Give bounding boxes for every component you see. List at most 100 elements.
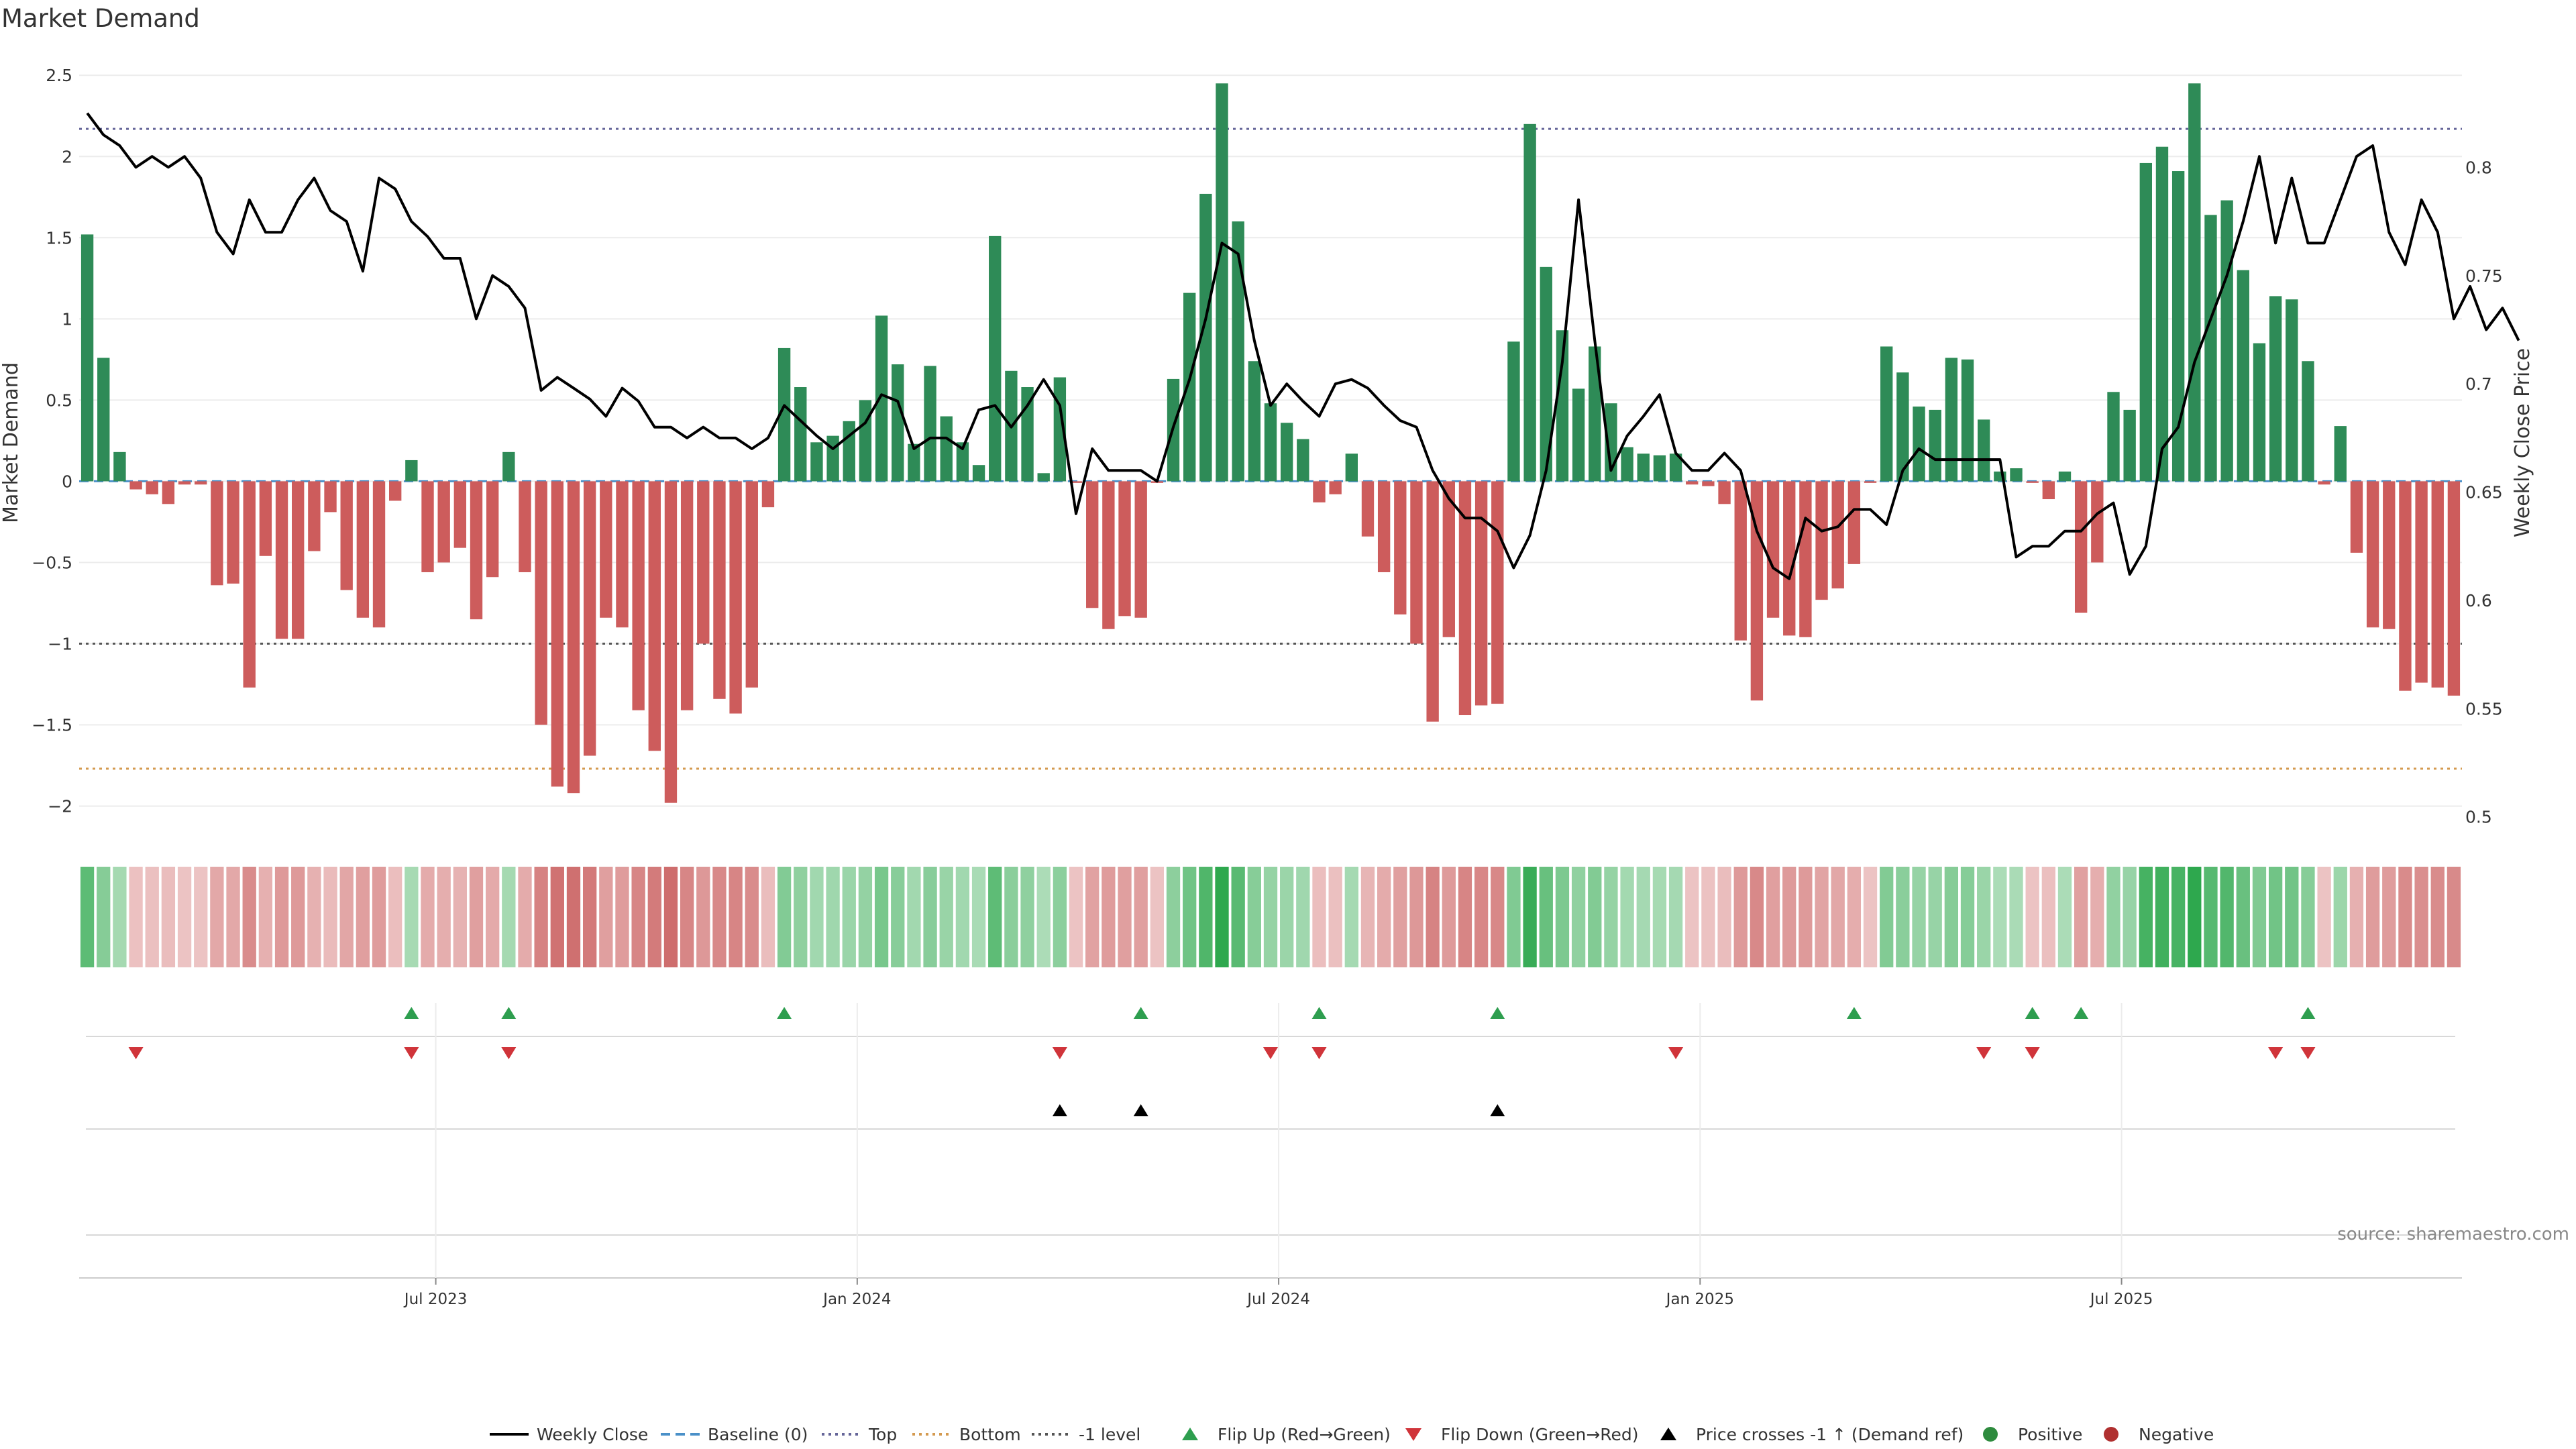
- heat-cell: [2252, 867, 2267, 967]
- demand-bar: [2220, 200, 2233, 482]
- y-tick-label: −1: [48, 635, 72, 654]
- demand-bar: [1929, 409, 1941, 482]
- demand-bar: [2366, 481, 2379, 628]
- heat-cell: [2285, 867, 2299, 967]
- demand-bar: [664, 481, 678, 803]
- demand-bar: [470, 481, 483, 620]
- flip-up-marker: [2300, 1007, 2316, 1019]
- heat-cell: [1636, 867, 1650, 967]
- demand-bar: [308, 481, 321, 551]
- heat-cell: [258, 867, 273, 967]
- demand-bar: [2123, 409, 2136, 482]
- legend-label: Price crosses -1 ↑ (Demand ref): [1696, 1425, 1964, 1444]
- y2-tick-label: 0.8: [2465, 158, 2492, 177]
- heat-cell: [534, 867, 548, 967]
- heat-cell: [1053, 867, 1067, 967]
- demand-bar: [1118, 481, 1131, 616]
- demand-bar: [421, 481, 434, 572]
- heat-cell: [1750, 867, 1764, 967]
- demand-bar: [356, 481, 370, 618]
- heat-cell: [2365, 867, 2380, 967]
- demand-bar: [113, 451, 126, 482]
- heat-cell: [680, 867, 694, 967]
- heat-cell: [1036, 867, 1051, 967]
- flip-down-marker: [1311, 1047, 1327, 1059]
- demand-bar: [777, 347, 791, 482]
- heat-cell: [2074, 867, 2088, 967]
- demand-bar: [648, 481, 661, 751]
- demand-bar: [80, 234, 94, 482]
- legend-symbol: [1983, 1427, 1998, 1442]
- demand-bar: [600, 481, 612, 618]
- heat-cell: [1588, 867, 1602, 967]
- heat-cell: [97, 867, 111, 967]
- demand-bar: [1880, 346, 1893, 482]
- demand-bar: [1718, 481, 1731, 504]
- y2-axis-label: Weekly Close Price: [2511, 348, 2534, 537]
- y-tick-label: 1.5: [46, 228, 72, 248]
- demand-bar: [859, 400, 872, 482]
- legend-symbol: [2104, 1427, 2118, 1442]
- demand-bar: [2383, 481, 2396, 629]
- heat-cell: [388, 867, 402, 967]
- heat-cell: [1231, 867, 1245, 967]
- demand-bar: [1297, 439, 1309, 482]
- legend-symbol: [1182, 1428, 1198, 1440]
- heat-cell: [486, 867, 500, 967]
- demand-bar: [616, 481, 629, 628]
- demand-bar: [924, 366, 936, 482]
- demand-bar: [745, 481, 758, 688]
- heat-cell: [550, 867, 564, 967]
- heat-cell: [810, 867, 824, 967]
- demand-bar: [1264, 403, 1277, 482]
- heat-cell: [1668, 867, 1683, 967]
- heat-cell: [1701, 867, 1715, 967]
- demand-bar: [2188, 83, 2201, 482]
- demand-bar: [2058, 471, 2072, 482]
- heat-cell: [469, 867, 484, 967]
- heat-cell: [907, 867, 921, 967]
- left-y-ticks: 2.5 2 1.5 1 0.5 0 −0.5 −1 −1.5 −2: [32, 66, 72, 816]
- demand-bar: [1913, 407, 1925, 482]
- heat-cell: [1344, 867, 1358, 967]
- flip-down-marker: [1976, 1047, 1992, 1059]
- heat-cell: [1928, 867, 1942, 967]
- heat-cell: [421, 867, 435, 967]
- flip-up-marker: [1311, 1007, 1327, 1019]
- demand-bar: [243, 481, 256, 688]
- heat-cell: [1150, 867, 1165, 967]
- flip-down-marker: [1263, 1047, 1278, 1059]
- demand-bar: [1831, 481, 1844, 589]
- legend-label: Positive: [2018, 1425, 2082, 1444]
- demand-bar: [1232, 221, 1244, 482]
- demand-bar: [989, 235, 1002, 482]
- flip-up-marker: [2074, 1007, 2089, 1019]
- heat-cell: [939, 867, 953, 967]
- heat-cell: [437, 867, 451, 967]
- demand-bar: [453, 481, 467, 548]
- heat-cell: [1442, 867, 1456, 967]
- x-tick-label: Jan 2025: [1665, 1291, 1734, 1308]
- demand-bar: [1540, 266, 1552, 482]
- heat-cell: [2171, 867, 2186, 967]
- heat-cell: [1733, 867, 1748, 967]
- heat-cell: [1328, 867, 1342, 967]
- heat-cell: [1815, 867, 1829, 967]
- heat-cell: [2349, 867, 2364, 967]
- demand-bar: [826, 435, 839, 482]
- demand-bar: [956, 442, 969, 482]
- heat-cell: [1799, 867, 1813, 967]
- demand-bar: [1523, 123, 1536, 482]
- demand-bar: [389, 481, 402, 501]
- demand-bar: [1669, 453, 1682, 482]
- flip-down-marker: [2300, 1047, 2316, 1059]
- y-tick-label: −0.5: [32, 553, 72, 572]
- demand-bar: [1102, 481, 1115, 629]
- heat-cell: [1409, 867, 1424, 967]
- demand-bar: [2399, 481, 2412, 691]
- demand-bar: [2091, 481, 2104, 563]
- flip-down-marker: [404, 1047, 419, 1059]
- heat-cell: [2414, 867, 2428, 967]
- right-y-ticks: 0.8 0.75 0.7 0.65 0.6 0.55 0.5: [2465, 158, 2503, 826]
- demand-bar: [940, 416, 953, 482]
